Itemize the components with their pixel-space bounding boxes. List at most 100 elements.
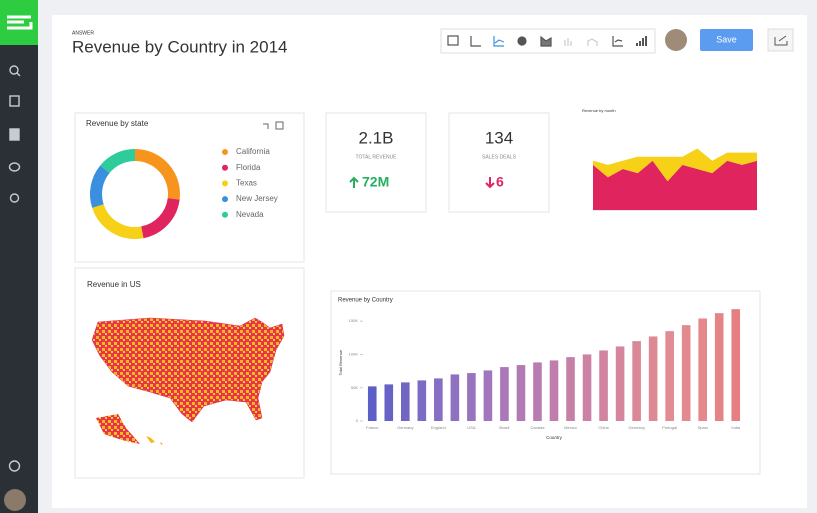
donut-segment: [100, 149, 136, 174]
bar: [434, 378, 443, 421]
bar: [516, 365, 526, 421]
eyebrow: ANSWER: [72, 30, 94, 36]
country-card: [330, 290, 761, 475]
stacked-button[interactable]: [587, 38, 598, 46]
kpi-label: SALES DEALS: [482, 154, 517, 160]
bar: [549, 360, 559, 421]
bar: [599, 350, 608, 421]
x-tick-label: Canada: [530, 425, 545, 430]
x-axis-label: Country: [546, 435, 563, 440]
save-label: Save: [716, 34, 737, 44]
legend-swatch: [222, 196, 228, 203]
legend-swatch: [222, 180, 228, 187]
area-series: [593, 160, 757, 210]
kpi-card: [448, 112, 550, 213]
legend-label: Florida: [236, 163, 261, 172]
bar: [681, 325, 691, 421]
kpi-card: [325, 112, 427, 213]
x-tick-label: Germany: [628, 425, 644, 430]
bar: [417, 380, 427, 421]
bar: [384, 384, 394, 421]
x-tick-label: Germany: [397, 425, 413, 430]
y-axis-label: Total Revenue: [338, 349, 343, 375]
search-icon[interactable]: [9, 65, 21, 77]
state-card: [74, 112, 305, 263]
y-tick-label: 150K: [349, 318, 359, 323]
legend-swatch: [222, 164, 228, 171]
scatter-button[interactable]: [470, 36, 481, 47]
x-tick-label: Spain: [698, 425, 708, 430]
area-title: Revenue by month: [582, 108, 616, 113]
bar: [467, 373, 476, 421]
data-icon[interactable]: [8, 162, 21, 172]
legend-swatch: [222, 149, 228, 155]
bar: [500, 367, 509, 421]
kpi-arrow: [485, 177, 495, 189]
logo-mark: [7, 15, 33, 30]
bar: [533, 362, 542, 421]
help-icon[interactable]: [8, 460, 21, 472]
bar: [582, 354, 592, 421]
card-actions[interactable]: [263, 121, 284, 130]
area-series: [593, 148, 757, 182]
x-tick-label: France: [366, 425, 379, 430]
settings-icon[interactable]: [9, 193, 20, 203]
kpi-value: 134: [485, 128, 513, 147]
x-tick-label: Mexico: [564, 425, 577, 430]
bar: [665, 331, 674, 421]
bar: [632, 341, 641, 421]
bar: [401, 382, 410, 421]
legend-label: New Jersey: [236, 194, 278, 203]
kpi-label: TOTAL REVENUE: [355, 154, 397, 160]
line-column-button[interactable]: [612, 36, 623, 47]
x-tick-label: USA: [467, 425, 476, 430]
kpi-change: 72M: [362, 174, 389, 190]
legend-label: Texas: [236, 179, 257, 188]
legend-label: California: [236, 147, 270, 156]
pie-button[interactable]: [517, 36, 527, 46]
bar: [731, 309, 741, 421]
save-button[interactable]: [700, 29, 753, 51]
donut-segment: [90, 165, 110, 208]
line-button[interactable]: [493, 36, 505, 47]
kpi-change: 6: [496, 174, 504, 190]
x-tick-label: Brazil: [499, 425, 509, 430]
legend-label: Nevada: [236, 210, 264, 219]
column-button[interactable]: [564, 38, 572, 46]
alaska: [96, 414, 140, 444]
donut-segment: [140, 197, 180, 239]
x-tick-label: England: [431, 425, 446, 430]
x-tick-label: India: [731, 425, 740, 430]
kpi-arrow: [349, 176, 359, 188]
donut-title: Revenue by state: [86, 119, 149, 128]
us-map: [91, 317, 285, 423]
answers-icon[interactable]: [9, 128, 20, 141]
author-avatar[interactable]: [665, 29, 687, 51]
donut-segment: [134, 149, 180, 200]
page-title: Revenue by Country in 2014: [72, 37, 287, 56]
bar: [714, 313, 724, 421]
user-avatar[interactable]: [4, 489, 26, 511]
x-tick-label: China: [598, 425, 609, 430]
bar: [566, 357, 575, 421]
area-button[interactable]: [540, 35, 552, 47]
sidebar: [0, 0, 38, 513]
y-tick-label: 100K: [349, 351, 359, 356]
bar: [648, 336, 658, 421]
bar: [698, 318, 707, 421]
bar: [483, 370, 493, 421]
y-tick-label: 0: [356, 418, 359, 423]
bar-title: Revenue by Country: [338, 298, 393, 304]
bar: [367, 386, 377, 421]
map-title: Revenue in US: [87, 280, 141, 289]
reports-icon[interactable]: [9, 95, 20, 107]
kpi-value: 2.1B: [359, 128, 394, 147]
hawaii: [146, 436, 163, 445]
legend-swatch: [222, 211, 228, 218]
bar-button[interactable]: [636, 36, 647, 46]
table-button[interactable]: [447, 35, 459, 46]
y-tick-label: 50K: [351, 385, 358, 390]
x-tick-label: Portugal: [662, 425, 677, 430]
bar: [450, 374, 460, 421]
